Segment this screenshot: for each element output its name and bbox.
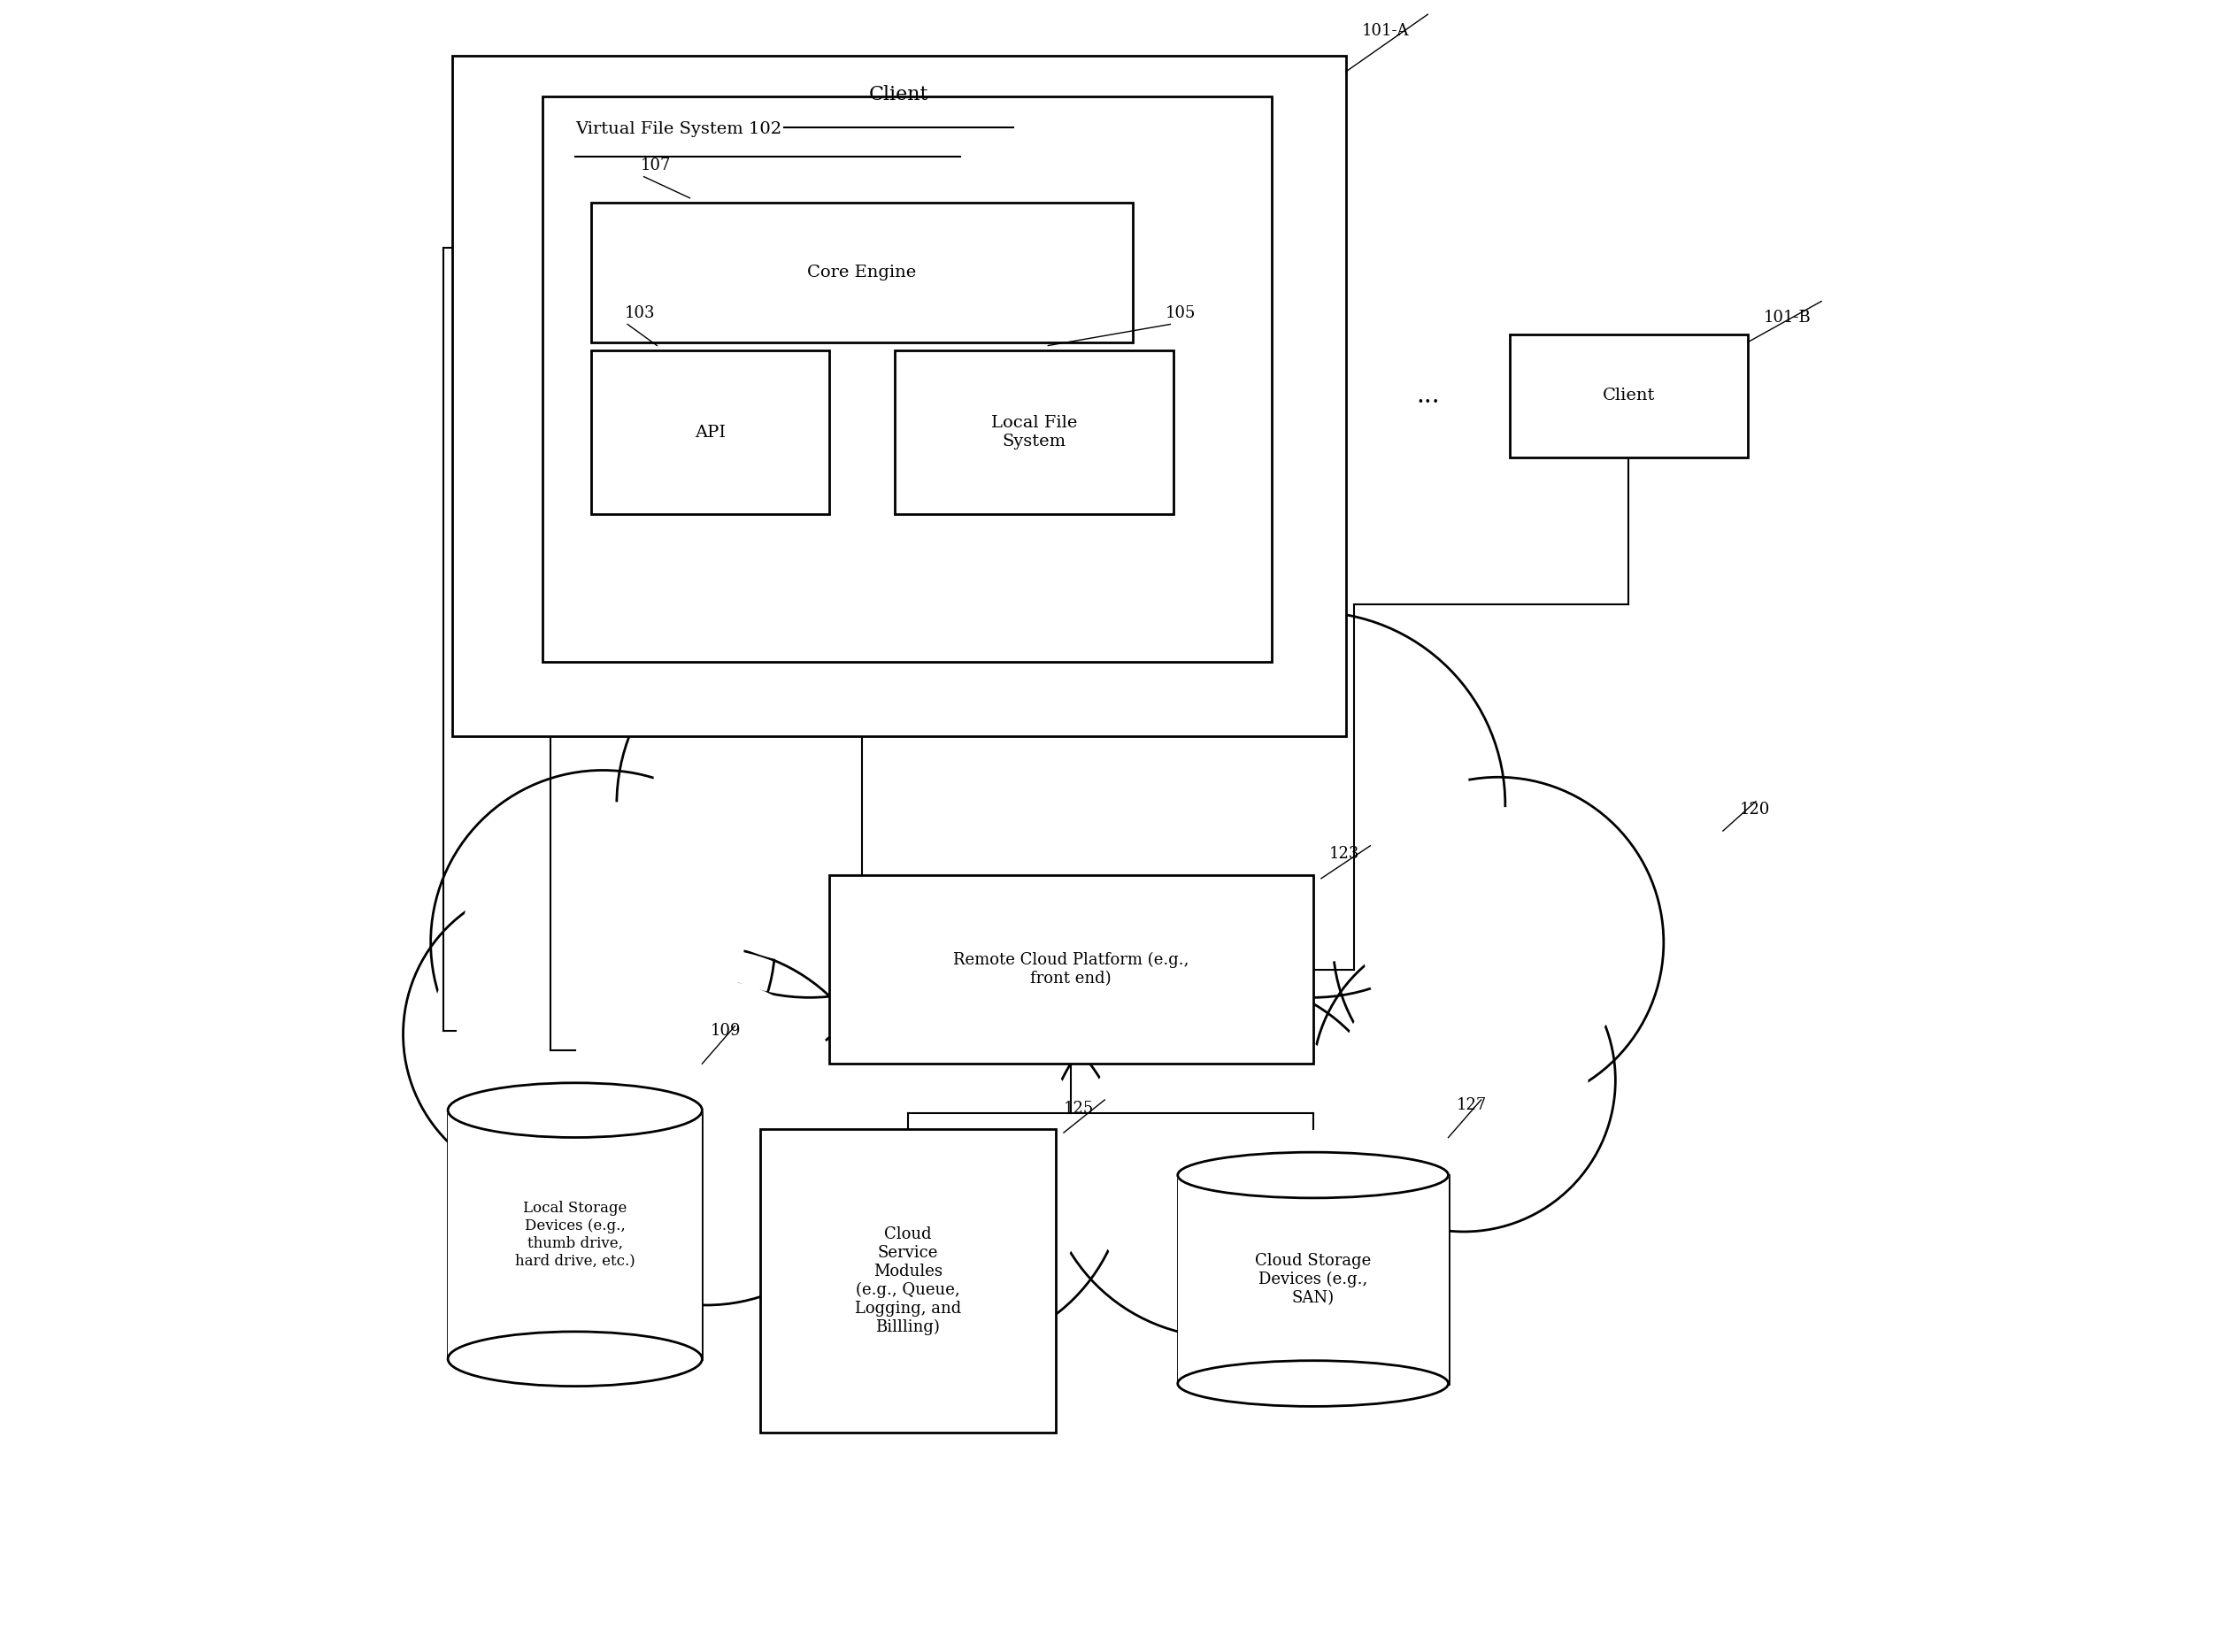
Ellipse shape: [1177, 1151, 1449, 1198]
Circle shape: [1363, 806, 1633, 1079]
Text: 107: 107: [640, 157, 671, 173]
Text: 123: 123: [1330, 846, 1361, 862]
Ellipse shape: [1177, 1151, 1449, 1198]
Circle shape: [1077, 1011, 1369, 1305]
Circle shape: [769, 993, 1126, 1351]
Polygon shape: [1177, 1175, 1449, 1383]
Ellipse shape: [448, 1082, 702, 1138]
Circle shape: [1155, 646, 1471, 963]
FancyBboxPatch shape: [543, 96, 1272, 662]
FancyBboxPatch shape: [829, 876, 1314, 1064]
Circle shape: [1334, 776, 1664, 1108]
FancyBboxPatch shape: [1509, 334, 1748, 458]
Text: 101-B: 101-B: [1764, 311, 1810, 325]
Ellipse shape: [1177, 1361, 1449, 1406]
Text: ...: ...: [1416, 383, 1440, 408]
Text: Local File
System: Local File System: [991, 415, 1077, 449]
Circle shape: [558, 980, 853, 1274]
Circle shape: [1312, 928, 1615, 1232]
Text: 105: 105: [1166, 306, 1197, 320]
Circle shape: [461, 801, 745, 1084]
Text: 101-A: 101-A: [1363, 23, 1409, 40]
Text: API: API: [696, 425, 727, 441]
Ellipse shape: [448, 1332, 702, 1386]
Text: Core Engine: Core Engine: [807, 264, 917, 281]
Circle shape: [527, 947, 884, 1305]
Circle shape: [403, 882, 707, 1186]
Text: Client: Client: [1602, 388, 1655, 403]
Text: Cloud
Service
Modules
(e.g., Queue,
Logging, and
Billling): Cloud Service Modules (e.g., Queue, Logg…: [855, 1227, 962, 1335]
FancyBboxPatch shape: [592, 350, 829, 514]
Circle shape: [1341, 957, 1589, 1204]
Text: 127: 127: [1456, 1097, 1487, 1113]
Circle shape: [652, 646, 968, 963]
FancyBboxPatch shape: [760, 1130, 1055, 1432]
Circle shape: [800, 1026, 1095, 1318]
Polygon shape: [448, 1110, 702, 1360]
FancyBboxPatch shape: [452, 55, 1345, 735]
Circle shape: [844, 539, 1256, 952]
Text: 109: 109: [711, 1023, 740, 1039]
Text: Remote Cloud Platform (e.g.,
front end): Remote Cloud Platform (e.g., front end): [953, 952, 1190, 986]
Circle shape: [430, 910, 678, 1158]
Circle shape: [1044, 980, 1403, 1336]
Text: 120: 120: [1740, 801, 1771, 818]
Ellipse shape: [448, 1082, 702, 1138]
Circle shape: [882, 575, 1221, 915]
Text: Local Storage
Devices (e.g.,
thumb drive,
hard drive, etc.): Local Storage Devices (e.g., thumb drive…: [514, 1201, 636, 1269]
Circle shape: [1119, 611, 1505, 998]
Text: Virtual File System 102: Virtual File System 102: [574, 121, 782, 137]
Text: 125: 125: [1064, 1100, 1095, 1117]
FancyBboxPatch shape: [592, 203, 1132, 342]
Circle shape: [430, 770, 776, 1115]
Text: 103: 103: [625, 306, 654, 320]
FancyBboxPatch shape: [895, 350, 1174, 514]
Text: Cloud Storage
Devices (e.g.,
SAN): Cloud Storage Devices (e.g., SAN): [1254, 1252, 1372, 1305]
Circle shape: [616, 611, 1002, 998]
Text: Client: Client: [869, 84, 929, 104]
